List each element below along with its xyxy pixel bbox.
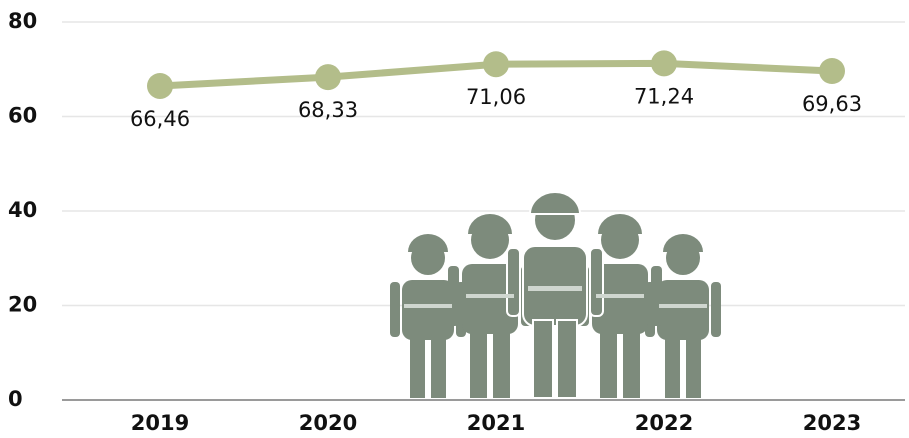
- x-tick-label: 2019: [131, 411, 189, 435]
- value-label: 71,06: [466, 85, 526, 109]
- value-label: 68,33: [298, 98, 358, 122]
- marker: [651, 50, 677, 77]
- value-label: 69,63: [802, 92, 862, 116]
- marker: [483, 51, 509, 78]
- marker: [315, 64, 341, 91]
- y-tick-label: 80: [8, 9, 37, 33]
- y-tick-label: 40: [8, 198, 37, 222]
- marker: [147, 72, 173, 99]
- value-label: 71,24: [634, 84, 694, 108]
- y-tick-label: 20: [8, 293, 37, 317]
- workers-icon: [390, 191, 721, 399]
- x-tick-label: 2020: [299, 411, 357, 435]
- y-tick-label: 60: [8, 104, 37, 128]
- x-tick-label: 2023: [803, 411, 861, 435]
- marker: [819, 57, 845, 84]
- x-tick-label: 2021: [467, 411, 525, 435]
- y-tick-label: 0: [8, 387, 23, 411]
- x-tick-label: 2022: [635, 411, 693, 435]
- value-label: 66,46: [130, 107, 190, 131]
